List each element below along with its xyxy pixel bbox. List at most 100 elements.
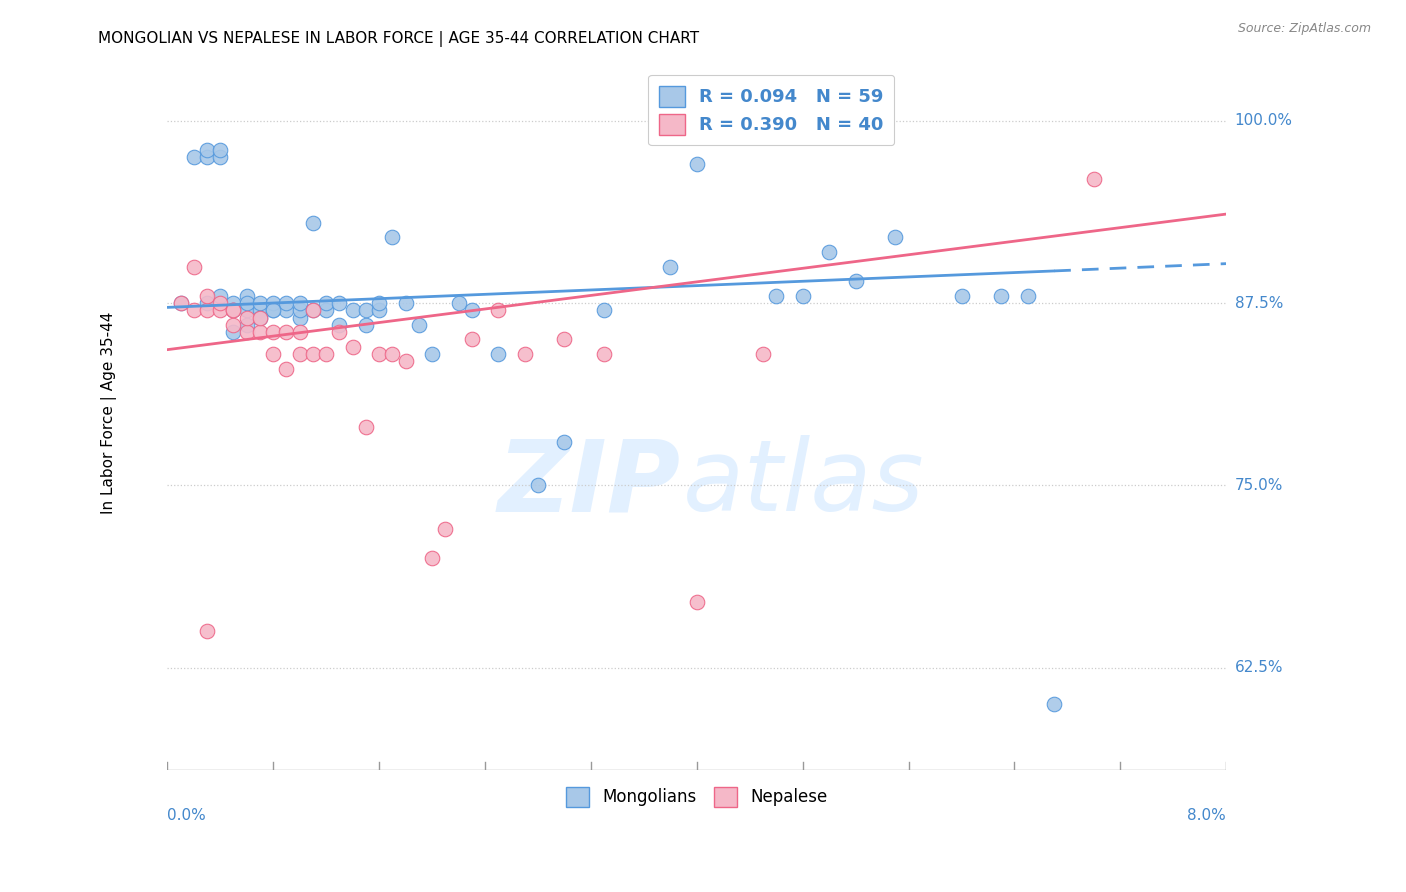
Point	[420, 551, 443, 566]
Point	[553, 333, 575, 347]
Point	[368, 296, 391, 310]
Point	[288, 325, 311, 339]
Point	[209, 143, 232, 157]
Point	[381, 230, 404, 244]
Point	[276, 303, 298, 318]
Point	[183, 303, 205, 318]
Text: 87.5%: 87.5%	[1234, 295, 1282, 310]
Point	[845, 274, 868, 288]
Point	[328, 296, 350, 310]
Point	[342, 340, 364, 354]
Text: 62.5%: 62.5%	[1234, 660, 1284, 675]
Point	[235, 325, 257, 339]
Point	[262, 303, 284, 318]
Point	[195, 296, 218, 310]
Point	[381, 347, 404, 361]
Point	[486, 303, 509, 318]
Point	[434, 522, 457, 536]
Point	[209, 289, 232, 303]
Point	[659, 260, 682, 274]
Point	[249, 296, 271, 310]
Point	[288, 296, 311, 310]
Point	[195, 624, 218, 638]
Point	[222, 318, 245, 332]
Point	[235, 310, 257, 325]
Point	[818, 244, 841, 259]
Point	[486, 347, 509, 361]
Point	[276, 325, 298, 339]
Point	[169, 296, 191, 310]
Point	[288, 303, 311, 318]
Point	[593, 347, 616, 361]
Point	[354, 420, 377, 434]
Point	[553, 434, 575, 449]
Point	[209, 296, 232, 310]
Point	[513, 347, 536, 361]
Point	[249, 310, 271, 325]
Point	[950, 289, 973, 303]
Text: 0.0%: 0.0%	[167, 808, 207, 823]
Point	[461, 303, 484, 318]
Point	[302, 303, 325, 318]
Point	[222, 296, 245, 310]
Point	[765, 289, 787, 303]
Point	[408, 318, 430, 332]
Point	[686, 595, 709, 609]
Point	[169, 296, 191, 310]
Point	[420, 347, 443, 361]
Point	[235, 318, 257, 332]
Point	[288, 347, 311, 361]
Point	[1043, 697, 1066, 711]
Point	[235, 289, 257, 303]
Point	[222, 303, 245, 318]
Point	[342, 303, 364, 318]
Text: 100.0%: 100.0%	[1234, 113, 1292, 128]
Point	[328, 318, 350, 332]
Point	[276, 361, 298, 376]
Point	[990, 289, 1012, 303]
Point	[195, 303, 218, 318]
Point	[235, 296, 257, 310]
Point	[1083, 172, 1105, 186]
Point	[262, 303, 284, 318]
Point	[792, 289, 814, 303]
Point	[235, 303, 257, 318]
Point	[315, 296, 337, 310]
Point	[368, 347, 391, 361]
Point	[209, 150, 232, 164]
Point	[315, 303, 337, 318]
Point	[302, 303, 325, 318]
Point	[249, 303, 271, 318]
Point	[302, 216, 325, 230]
Point	[884, 230, 907, 244]
Point	[183, 150, 205, 164]
Text: 8.0%: 8.0%	[1188, 808, 1226, 823]
Point	[288, 310, 311, 325]
Point	[262, 325, 284, 339]
Point	[328, 325, 350, 339]
Point	[686, 157, 709, 171]
Point	[1017, 289, 1039, 303]
Point	[222, 303, 245, 318]
Point	[394, 354, 416, 368]
Point	[209, 303, 232, 318]
Point	[302, 347, 325, 361]
Text: Source: ZipAtlas.com: Source: ZipAtlas.com	[1237, 22, 1371, 36]
Point	[738, 113, 761, 128]
Text: 75.0%: 75.0%	[1234, 478, 1282, 492]
Point	[527, 478, 550, 492]
Point	[249, 325, 271, 339]
Point	[394, 296, 416, 310]
Legend: Mongolians, Nepalese: Mongolians, Nepalese	[558, 779, 835, 814]
Point	[195, 289, 218, 303]
Text: ZIP: ZIP	[498, 435, 681, 533]
Point	[752, 347, 775, 361]
Point	[315, 347, 337, 361]
Point	[461, 333, 484, 347]
Point	[354, 318, 377, 332]
Point	[354, 303, 377, 318]
Point	[262, 296, 284, 310]
Text: In Labor Force | Age 35-44: In Labor Force | Age 35-44	[101, 311, 117, 514]
Point	[195, 143, 218, 157]
Point	[276, 296, 298, 310]
